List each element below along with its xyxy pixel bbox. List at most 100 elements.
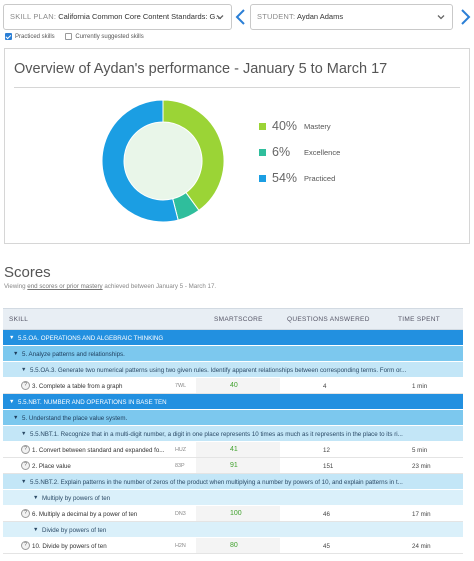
- chevron-left-icon[interactable]: [234, 8, 248, 26]
- group-label: 5.5.NBT.2. Explain patterns in the numbe…: [30, 478, 403, 486]
- collapse-triangle-icon[interactable]: ▼: [21, 366, 27, 373]
- skill-group-row[interactable]: ▼ 5.5.NBT. NUMBER AND OPERATIONS IN BASE …: [3, 394, 463, 410]
- time-spent-value: 1 min: [412, 382, 428, 390]
- time-spent-value: 17 min: [412, 510, 431, 518]
- legend-item-practiced: 54% Practiced: [259, 165, 340, 191]
- skill-code: 83P: [175, 462, 185, 469]
- group-label: 5.5.OA.3. Generate two numerical pattern…: [30, 366, 407, 374]
- questions-answered-value: 45: [323, 542, 330, 550]
- skill-group-row[interactable]: ▼ 5.5.OA. OPERATIONS AND ALGEBRAIC THINKI…: [3, 330, 463, 346]
- question-circle-icon[interactable]: ?: [21, 445, 30, 454]
- collapse-triangle-icon[interactable]: ▼: [21, 430, 27, 437]
- mastery-swatch: [259, 122, 266, 130]
- questions-answered-value: 151: [323, 462, 334, 470]
- legend-item-excellence: 6% Excellence: [259, 139, 340, 165]
- skill-plan-select[interactable]: SKILL PLAN: California Common Core Conte…: [3, 4, 232, 30]
- viewing-prefix: Viewing: [4, 283, 26, 290]
- collapse-triangle-icon[interactable]: ▼: [13, 414, 19, 421]
- mastery-label: Mastery: [304, 121, 331, 131]
- questions-answered-value: 46: [323, 510, 330, 518]
- skill-code: HUZ: [175, 446, 187, 453]
- column-skill[interactable]: SKILL: [9, 316, 29, 323]
- suggested-skills-checkbox[interactable]: Currently suggested skills: [65, 33, 144, 40]
- skill-name[interactable]: 3. Complete a table from a graph: [32, 382, 123, 390]
- skill-row[interactable]: ? 3. Complete a table from a graph 7WL 40 4 1…: [3, 378, 463, 394]
- donut-center: [124, 122, 202, 200]
- table-header: SKILL SMARTSCORE QUESTIONS ANSWERED TIME…: [3, 308, 463, 330]
- student-value: Aydan Adams: [296, 12, 344, 21]
- skill-name[interactable]: 6. Multiply a decimal by a power of ten: [32, 510, 138, 518]
- student-select[interactable]: STUDENT: Aydan Adams: [250, 4, 453, 30]
- skill-group-row[interactable]: ▼ 5.5.OA.3. Generate two numerical patter…: [3, 362, 463, 378]
- smartscore-value: 100: [230, 509, 242, 517]
- overview-title: Overview of Aydan's performance - Januar…: [14, 61, 388, 77]
- question-circle-icon[interactable]: ?: [21, 541, 30, 550]
- group-label: 5. Analyze patterns and relationships.: [22, 350, 125, 358]
- skill-group-row[interactable]: ▼ Multiply by powers of ten: [3, 490, 463, 506]
- practiced-skills-label: Practiced skills: [15, 33, 55, 40]
- checkbox-unchecked[interactable]: [65, 33, 73, 40]
- smartscore-cell: [196, 458, 280, 473]
- practiced-skills-checkbox[interactable]: Practiced skills: [5, 33, 55, 40]
- collapse-triangle-icon[interactable]: ▼: [9, 334, 15, 341]
- collapse-triangle-icon[interactable]: ▼: [9, 398, 15, 405]
- skill-name[interactable]: 2. Place value: [32, 462, 71, 470]
- group-label: 5.5.NBT. NUMBER AND OPERATIONS IN BASE T…: [18, 398, 167, 406]
- skill-plan-label: SKILL PLAN:: [10, 12, 57, 21]
- scores-heading: Scores: [4, 264, 51, 281]
- collapse-triangle-icon[interactable]: ▼: [13, 350, 19, 357]
- scores-viewing-note: Viewing end scores or prior mastery achi…: [4, 283, 216, 290]
- question-circle-icon[interactable]: ?: [21, 381, 30, 390]
- collapse-triangle-icon[interactable]: ▼: [33, 526, 39, 533]
- skill-group-row[interactable]: ▼ 5. Analyze patterns and relationships.: [3, 346, 463, 362]
- group-label: 5. Understand the place value system.: [22, 414, 128, 422]
- skill-group-row[interactable]: ▼ 5.5.NBT.1. Recognize that in a multi-di…: [3, 426, 463, 442]
- smartscore-value: 91: [230, 461, 238, 469]
- smartscore-cell: [196, 506, 280, 521]
- excellence-swatch: [259, 148, 266, 156]
- smartscore-cell: [196, 378, 280, 393]
- end-scores-link[interactable]: end scores or prior mastery: [27, 283, 103, 290]
- excellence-percent: 6%: [272, 145, 291, 159]
- skill-filter-checkboxes: Practiced skills Currently suggested ski…: [5, 33, 153, 43]
- mastery-percent: 40%: [272, 119, 298, 133]
- smartscore-cell: [196, 538, 280, 553]
- overview-card: Overview of Aydan's performance - Januar…: [4, 48, 470, 244]
- column-time-spent[interactable]: TIME SPENT: [398, 316, 441, 323]
- time-spent-value: 24 min: [412, 542, 431, 550]
- skill-group-row[interactable]: ▼ Divide by powers of ten: [3, 522, 463, 538]
- legend-item-mastery: 40% Mastery: [259, 113, 340, 139]
- skill-row[interactable]: ? 10. Divide by powers of ten H2N 80 45 24 mi…: [3, 538, 463, 554]
- column-questions-answered[interactable]: QUESTIONS ANSWERED: [287, 316, 370, 323]
- question-circle-icon[interactable]: ?: [21, 509, 30, 518]
- skill-row[interactable]: ? 1. Convert between standard and expande…: [3, 442, 463, 458]
- checkbox-checked[interactable]: [5, 33, 12, 40]
- skill-row[interactable]: ? 2. Place value 83P 91 151 23 min: [3, 458, 463, 474]
- viewing-suffix: achieved between January 5 - March 17.: [104, 283, 217, 290]
- time-spent-value: 23 min: [412, 462, 431, 470]
- donut-slice-practiced: [101, 99, 179, 223]
- skill-row[interactable]: ? 6. Multiply a decimal by a power of ten…: [3, 506, 463, 522]
- smartscore-value: 80: [230, 541, 238, 549]
- chevron-down-icon: [437, 15, 445, 20]
- column-smartscore[interactable]: SMARTSCORE: [214, 316, 263, 323]
- skill-group-row[interactable]: ▼ 5.5.NBT.2. Explain patterns in the numb…: [3, 474, 463, 490]
- suggested-skills-label: Currently suggested skills: [75, 33, 144, 40]
- table-body: ▼ 5.5.OA. OPERATIONS AND ALGEBRAIC THINKI…: [3, 330, 463, 554]
- questions-answered-value: 4: [323, 382, 327, 390]
- group-label: Divide by powers of ten: [42, 526, 107, 534]
- chevron-right-icon[interactable]: [458, 8, 472, 26]
- practiced-label: Practiced: [304, 173, 336, 183]
- chevron-down-icon: [216, 15, 224, 20]
- skill-group-row[interactable]: ▼ 5. Understand the place value system.: [3, 410, 463, 426]
- collapse-triangle-icon[interactable]: ▼: [33, 494, 39, 501]
- questions-answered-value: 12: [323, 446, 330, 454]
- smartscore-value: 40: [230, 381, 238, 389]
- excellence-label: Excellence: [304, 147, 341, 157]
- performance-legend: 40% Mastery 6% Excellence 54% Practiced: [259, 113, 340, 191]
- collapse-triangle-icon[interactable]: ▼: [21, 478, 27, 485]
- question-circle-icon[interactable]: ?: [21, 461, 30, 470]
- smartscore-value: 41: [230, 445, 238, 453]
- skill-name[interactable]: 10. Divide by powers of ten: [32, 542, 107, 550]
- skill-name[interactable]: 1. Convert between standard and expanded…: [32, 446, 165, 454]
